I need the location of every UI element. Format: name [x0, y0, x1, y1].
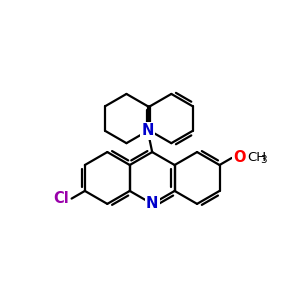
Text: O: O [233, 150, 246, 165]
Text: N: N [142, 123, 154, 138]
Text: Cl: Cl [53, 191, 69, 206]
Text: N: N [146, 196, 158, 211]
Text: CH: CH [247, 151, 266, 164]
Text: 3: 3 [261, 155, 267, 165]
